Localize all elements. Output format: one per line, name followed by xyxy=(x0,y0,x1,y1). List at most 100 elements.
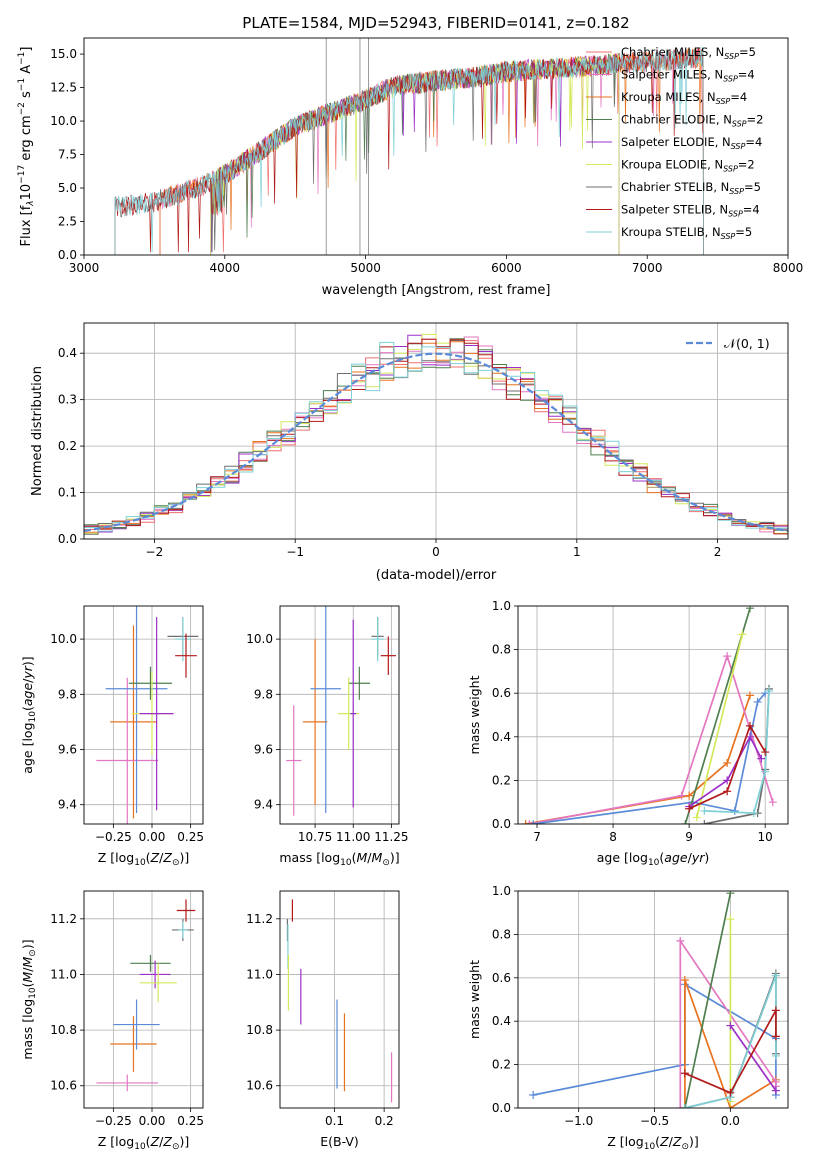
y-tick-label: 0.6 xyxy=(492,686,511,700)
point-salpeter_elodie xyxy=(139,960,171,989)
legend-label-sub: SSP xyxy=(732,120,747,129)
panel-weight_vs_z: −1.0 −0.5 0.00.00.20.40.60.81.0Z [log10(Z/… xyxy=(467,884,789,1152)
y-axis-label: mass weight xyxy=(467,675,482,754)
legend-label-kroupa_stelib: Kroupa STELIB, NSSP=5 xyxy=(621,225,752,241)
x-tick-label: 0.0 xyxy=(721,1114,740,1128)
point-kroupa_miles xyxy=(110,625,157,819)
x-tick-label: 0.00 xyxy=(139,1114,166,1128)
legend-label-sub: SSP xyxy=(724,52,739,61)
y-tick-label: 1.0 xyxy=(492,884,511,898)
axes-frame xyxy=(517,605,789,825)
weight-marker-chabrier_stelib xyxy=(700,820,709,824)
y-axis-label-part: ] xyxy=(19,47,34,52)
weight-marker-kroupa_stelib xyxy=(761,767,770,776)
point-salpeter_stelib xyxy=(380,636,396,675)
x-tick-label: 9 xyxy=(685,830,693,844)
weight-line-salpeter_miles xyxy=(529,653,774,824)
weight-marker-kroupa_elodie xyxy=(738,630,747,639)
x-tick-label: −1 xyxy=(286,545,304,559)
x-axis-label-part: )] xyxy=(689,1134,699,1149)
y-axis-label-part: s xyxy=(19,91,34,102)
y-axis-label-part: M xyxy=(20,956,35,967)
weight-marker-salpeter_stelib xyxy=(771,1032,780,1041)
point-salpeter_elodie xyxy=(350,619,357,808)
weight-line-chabrier_elodie xyxy=(684,893,732,1108)
y-tick-label: 0.4 xyxy=(492,1014,511,1028)
x-axis-label-part: Z [log xyxy=(98,1134,134,1149)
x-axis-label: age [log10(age/yr) xyxy=(597,850,710,868)
weight-marker-normal xyxy=(529,1090,538,1099)
x-tick-label: 0 xyxy=(432,545,440,559)
x-tick-label: 0.1 xyxy=(325,1114,344,1128)
weight-marker-kroupa_elodie xyxy=(692,813,701,822)
x-axis-label-part: M xyxy=(372,850,383,865)
y-axis-label-part: / xyxy=(20,678,35,683)
x-axis-label-part: Z xyxy=(672,1134,682,1149)
legend-label-chabrier_miles: Chabrier MILES, NSSP=5 xyxy=(621,45,756,61)
legend-label-kroupa_miles: Kroupa MILES, NSSP=4 xyxy=(621,90,747,106)
y-axis-label-part: / xyxy=(20,967,35,972)
weight-marker-kroupa_elodie xyxy=(726,915,735,924)
y-axis-label-part: age [log xyxy=(20,722,35,773)
x-tick-label: 10.75 xyxy=(298,830,332,844)
point-chabrier_elodie xyxy=(130,954,171,972)
y-tick-label: 2.5 xyxy=(58,215,77,229)
legend-label-name: Chabrier ELODIE, xyxy=(621,113,723,127)
y-axis-label-part: ( xyxy=(20,706,35,711)
weight-marker-kroupa_miles xyxy=(723,758,732,767)
panel-age_vs_z: −0.25 0.00 0.259.49.69.810.0Z [log10(Z/Z⊙)… xyxy=(20,605,204,868)
y-tick-label: 1.0 xyxy=(492,599,511,613)
point-kroupa_stelib xyxy=(175,617,191,662)
panel-residuals: −2 −1 0 1 2 0.0 0.1 0.2 0.3 0.4 𝒩(0, 1) (data-model… xyxy=(30,322,789,583)
x-axis-label: Z [log10(Z/Z⊙)] xyxy=(98,850,190,868)
point-salpeter_miles xyxy=(96,1074,159,1092)
legend-label-name: Salpeter STELIB, xyxy=(621,203,719,217)
y-axis-label-part: yr xyxy=(20,665,35,679)
legend-label-chabrier_stelib: Chabrier STELIB, NSSP=5 xyxy=(621,180,761,196)
point-salpeter_miles xyxy=(96,677,159,824)
axes-frame xyxy=(83,37,789,256)
weight-marker-kroupa_miles xyxy=(521,820,530,824)
weight-marker-kroupa_stelib xyxy=(771,971,780,980)
x-axis-label: Z [log10(Z/Z⊙)] xyxy=(98,1134,190,1152)
legend-label-name: Kroupa ELODIE, xyxy=(621,158,714,172)
legend-label-chabrier_elodie: Chabrier ELODIE, NSSP=2 xyxy=(621,113,763,129)
x-axis-label-part: ( xyxy=(655,1134,660,1149)
y-axis-label-part: −2 xyxy=(17,102,27,115)
spectrum-line-chabrier_elodie xyxy=(210,52,620,255)
y-tick-label: 11.0 xyxy=(50,967,77,981)
x-tick-label: −0.5 xyxy=(640,1114,669,1128)
y-tick-label: 9.8 xyxy=(58,687,77,701)
weight-line-kroupa_elodie xyxy=(695,634,744,818)
x-tick-label: 11.00 xyxy=(336,830,370,844)
mass_vs_z-points xyxy=(96,899,196,1092)
legend-label-n: N xyxy=(714,158,723,172)
weight-line-salpeter_miles xyxy=(679,938,777,1108)
weight_vs_age-series xyxy=(521,606,777,824)
x-axis-label-part: Z xyxy=(162,1134,172,1149)
plots-group: 3000 4000 5000 6000 7000 80000.02.55.07.510.0… xyxy=(17,37,803,1152)
panel-mass_vs_ebv: 0.1 0.2 10.6 10.8 11.0 11.2 xyxy=(246,890,400,1128)
x-axis-label-ebv: E(B-V) xyxy=(320,1134,359,1149)
y-tick-label: 5.0 xyxy=(58,181,77,195)
y-axis-label-part: )] xyxy=(20,656,35,666)
x-axis-label-part: Z [log xyxy=(607,1134,643,1149)
y-axis-label-part: −1 xyxy=(17,52,27,65)
y-tick-label: 12.5 xyxy=(50,81,77,95)
weight-marker-salpeter_miles xyxy=(723,652,732,661)
weight-line-kroupa_miles xyxy=(684,979,777,1108)
legend-label-name: Salpeter MILES, xyxy=(621,68,714,82)
x-axis-label-part: Z xyxy=(659,1134,669,1149)
weight-marker-salpeter_miles xyxy=(768,798,777,807)
y-tick-label: 0.0 xyxy=(492,1101,511,1115)
legend-label-normal: 𝒩(0, 1) xyxy=(724,336,770,351)
x-tick-label: 0.2 xyxy=(375,1114,394,1128)
weight-marker-salpeter_miles xyxy=(676,1104,685,1108)
x-axis-label-part: ⊙ xyxy=(172,1142,180,1152)
x-tick-label: 3000 xyxy=(69,261,100,275)
legend-label-value: =4 xyxy=(730,90,747,104)
histogram-salpeter_elodie xyxy=(84,334,788,533)
point-normal xyxy=(105,606,168,813)
y-tick-label: 10.8 xyxy=(50,1023,77,1037)
